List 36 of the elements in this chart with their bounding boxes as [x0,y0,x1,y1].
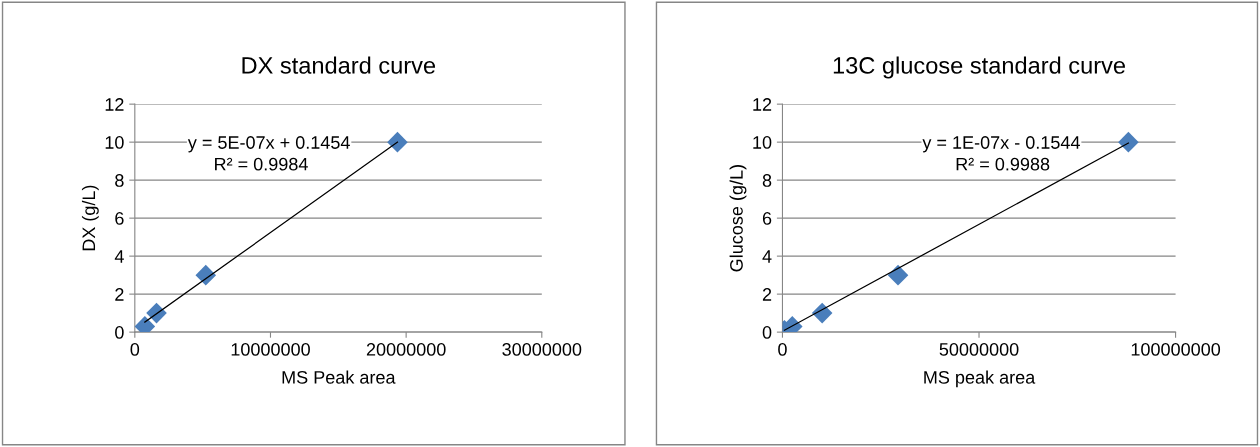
x-tick-label: 20000000 [366,343,446,356]
y-tick-label: 8 [762,174,772,187]
y-axis-title: DX (g/L) [81,185,99,251]
point [811,302,833,324]
point [1118,131,1139,153]
y-tick-label: 6 [762,212,772,225]
chart-title: 13C glucose standard curve [833,56,1125,79]
x-tick-label: 50000000 [939,343,1019,356]
point [887,264,909,286]
annotation: R² = 0.9988 [956,157,1050,171]
y-tick-label: 0 [762,326,772,339]
annotation: y = 5E-07x + 0.1454 [187,136,350,153]
y-tick-label: 10 [753,136,772,149]
y-tick-label: 2 [762,288,772,301]
x-tick-label: 100000000 [1131,343,1221,356]
chart-title: DX standard curve [242,56,436,74]
x-tick-label: 30000000 [502,343,582,356]
point [195,264,217,286]
y-tick-label: 6 [115,212,124,225]
y-tick-label: 4 [114,250,124,263]
y-tick-label: 8 [115,174,124,187]
point [387,131,408,153]
y-tick-label: 2 [115,288,124,301]
x-axis-title: MS Peak area [282,370,396,384]
y-tick-label: 0 [115,326,124,339]
y-tick-label: 10 [105,136,124,149]
y-tick-label: 12 [105,98,124,111]
y-axis-title: Glucose (g/L) [729,165,747,272]
x-axis-title: MS peak area [924,370,1036,388]
x-tick-label: 0 [130,343,140,356]
y-tick-label: 12 [753,98,772,111]
x-tick-label: 0 [778,343,787,356]
y-tick-label: 4 [762,250,772,263]
annotation: R² = 0.9984 [215,157,308,171]
x-tick-label: 10000000 [231,343,310,356]
annotation: y = 1E-07x - 0.1544 [922,136,1080,153]
